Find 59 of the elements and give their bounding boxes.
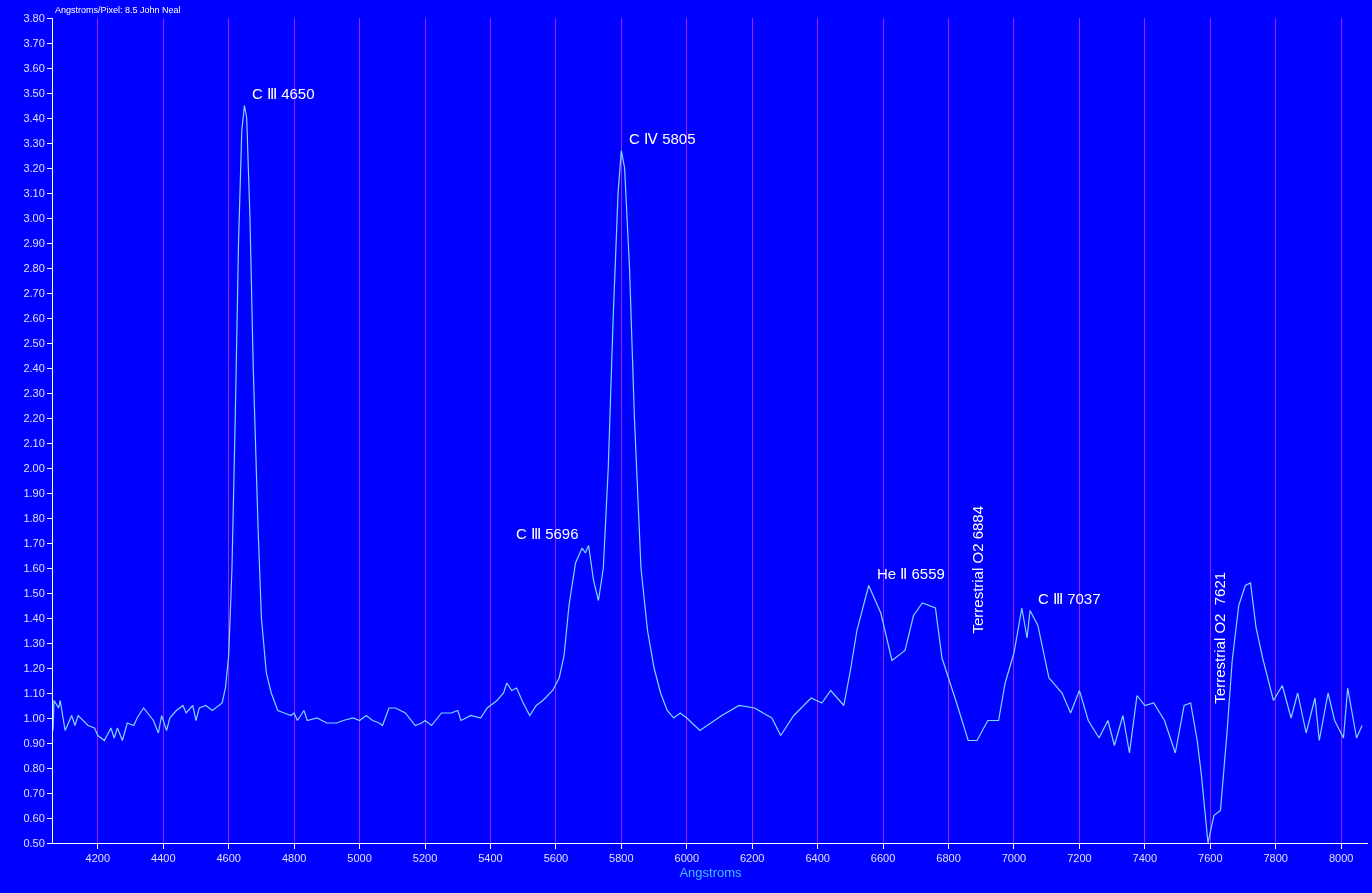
annotation: Terrestrial O2 7621 [1211, 571, 1229, 704]
y-tick-label: 2.10 [23, 436, 45, 449]
y-tick-label: 3.50 [23, 86, 45, 99]
text: Angstroms/Pixel: 8.5 John Neal [55, 5, 181, 15]
x-tick-label: 5000 [347, 852, 372, 865]
line-series [53, 104, 1363, 843]
y-tick-label: 0.90 [23, 736, 45, 749]
y-tick-label: 2.80 [23, 261, 45, 274]
y-tick-label: 0.50 [23, 836, 45, 849]
y-tick-label: 1.40 [23, 611, 45, 624]
y-tick-label: 3.60 [23, 61, 45, 74]
y-tick-label: 1.80 [23, 511, 45, 524]
y-tick-label: 1.30 [23, 636, 45, 649]
y-tick-label: 0.60 [23, 811, 45, 824]
x-tick-label: 8000 [1328, 852, 1354, 865]
y-tick-label: 3.70 [23, 36, 45, 49]
y-tick-label: 2.30 [23, 386, 45, 399]
y-tick-label: 3.20 [23, 161, 45, 174]
y-tick-label: 2.50 [23, 336, 45, 349]
x-tick-label: 5200 [412, 852, 438, 865]
y-tick-label: 1.20 [23, 661, 45, 674]
y-tick-label: 3.00 [23, 211, 45, 224]
y-tick-label: 1.50 [23, 586, 45, 599]
x-tick-label: 6600 [870, 852, 896, 865]
y-tick-label: 3.40 [23, 111, 45, 124]
y-tick-label: 0.80 [23, 761, 45, 774]
x-tick-label: 6200 [739, 852, 765, 865]
y-tick-label: 3.80 [23, 11, 45, 24]
x-tick-label: 7800 [1263, 852, 1288, 865]
x-tick-label: 5400 [478, 852, 503, 865]
y-tick-label: 2.70 [23, 286, 45, 299]
x-tick-label: 7200 [1067, 852, 1092, 865]
x-tick-label: 5800 [609, 852, 634, 865]
annotation: Terrestrial O2 6884 [969, 505, 987, 634]
x-tick-label: 7400 [1132, 852, 1158, 865]
x-tick-label: 6400 [805, 852, 830, 865]
x-tick-label: 6000 [674, 852, 700, 865]
y-tick-label: 1.90 [23, 486, 45, 499]
y-tick-label: 2.90 [23, 236, 45, 249]
y-tick-label: 2.60 [23, 311, 45, 324]
x-tick-label: 4800 [281, 852, 307, 865]
y-tick-label: 3.30 [23, 136, 45, 149]
y-tick-label: 2.20 [23, 411, 45, 424]
x-tick-label: 4200 [85, 852, 111, 865]
x-tick-label: 4600 [216, 852, 241, 865]
x-tick-label: 4400 [151, 852, 176, 865]
x-tick-label: 7600 [1198, 852, 1223, 865]
y-tick-label: 1.00 [23, 711, 45, 724]
y-tick-label: 3.10 [23, 186, 45, 199]
y-tick-label: 2.00 [23, 461, 45, 474]
x-tick-label: 6800 [936, 852, 961, 865]
x-axis-title: Angstroms [679, 864, 743, 880]
x-tick-label: 5600 [543, 852, 569, 865]
y-tick-label: 1.70 [23, 536, 45, 549]
y-tick-label: 1.60 [23, 561, 45, 574]
y-tick-label: 0.70 [23, 786, 45, 799]
x-tick-label: 7000 [1001, 852, 1027, 865]
y-tick-label: 1.10 [23, 686, 45, 699]
y-tick-label: 2.40 [23, 361, 45, 374]
